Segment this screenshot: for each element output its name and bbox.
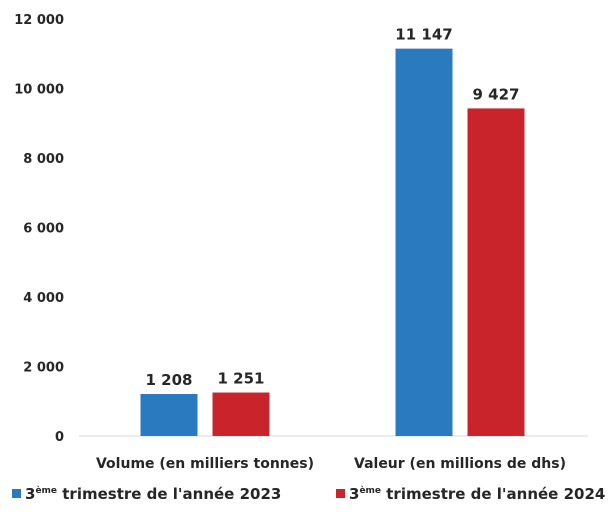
y-tick-label: 6 000 [23,222,64,237]
bars: 1 208 11 147 1 251 9 427 [140,26,525,437]
legend-swatch [12,489,21,498]
data-label: 1 251 [218,370,265,388]
legend-entry: 3ème trimestre de l'année 2023 [25,485,281,503]
bar-series-2-cat-2 [467,108,525,437]
y-tick-label: 0 [55,430,64,445]
data-label: 1 208 [146,371,193,389]
x-category-label: Valeur (en millions de dhs) [354,456,566,472]
bar-series-2-cat-1 [212,392,270,436]
y-tick-label: 2 000 [23,361,64,376]
legend-swatch [336,489,345,498]
bar-series-1-cat-2 [395,48,453,436]
x-category-label: Volume (en milliers tonnes) [96,456,314,472]
legend-entry: 3ème trimestre de l'année 2024 [349,485,605,503]
legend: 3ème trimestre de l'année 2023 3ème trime… [12,485,605,503]
y-tick-label: 8 000 [23,152,64,167]
y-tick-label: 12 000 [14,13,64,28]
data-label: 11 147 [395,26,452,44]
y-tick-label: 4 000 [23,291,64,306]
data-label: 9 427 [473,85,520,103]
x-axis: Volume (en milliers tonnes) Valeur (en mi… [96,456,566,472]
y-axis: 0 2 000 4 000 6 000 8 000 10 000 12 000 [14,13,64,445]
bar-series-1-cat-1 [140,394,198,436]
y-tick-label: 10 000 [14,83,64,98]
